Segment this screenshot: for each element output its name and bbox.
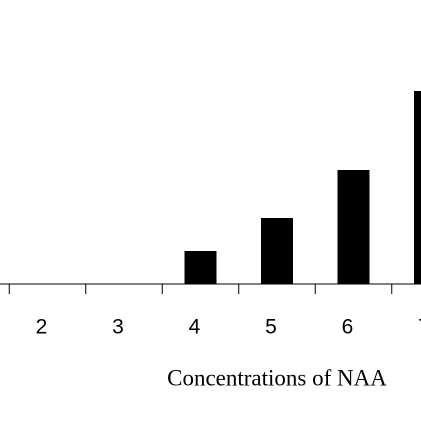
- x-tick-label: 3: [112, 316, 124, 339]
- x-tick-label: 5: [265, 316, 277, 339]
- bar: [414, 91, 421, 284]
- bar: [184, 251, 217, 284]
- x-tick-label: 7: [418, 316, 421, 339]
- bar: [337, 170, 370, 284]
- x-tick-label: 4: [189, 316, 201, 339]
- x-tick-label: 2: [36, 316, 48, 339]
- bar: [261, 218, 293, 284]
- x-axis-title: Concentrations of NAA: [167, 365, 387, 390]
- x-tick-label: 6: [342, 316, 354, 339]
